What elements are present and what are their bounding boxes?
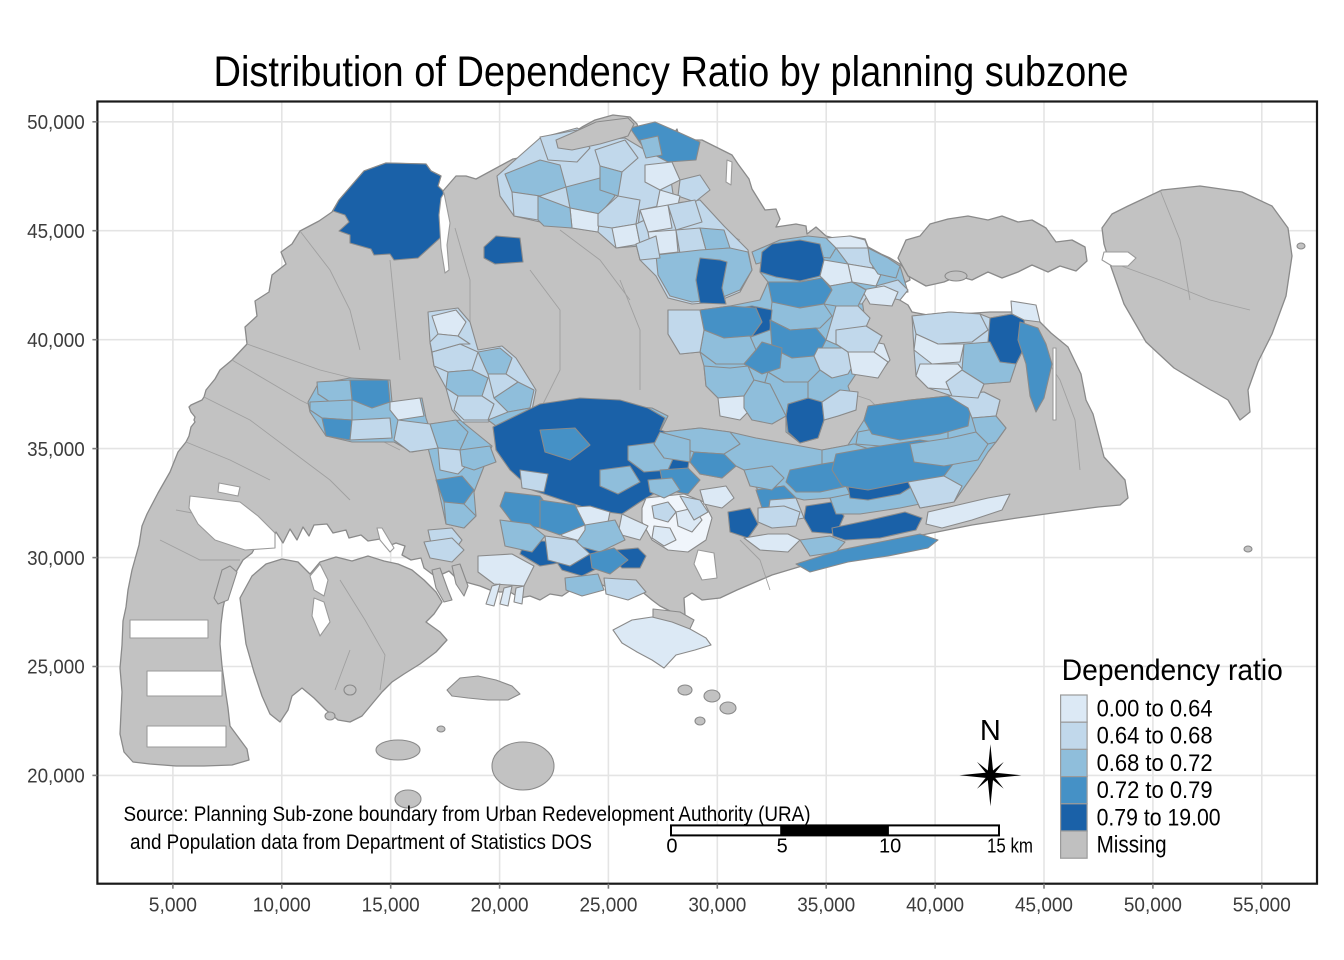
svg-text:and Population data from Depar: and Population data from Department of S… bbox=[130, 831, 592, 854]
svg-text:50,000: 50,000 bbox=[1124, 895, 1182, 917]
svg-text:35,000: 35,000 bbox=[797, 895, 855, 917]
svg-text:40,000: 40,000 bbox=[27, 330, 85, 352]
svg-text:35,000: 35,000 bbox=[27, 439, 85, 461]
svg-text:0.64 to 0.68: 0.64 to 0.68 bbox=[1097, 723, 1213, 750]
svg-text:15,000: 15,000 bbox=[362, 895, 420, 917]
svg-text:0.00 to 0.64: 0.00 to 0.64 bbox=[1097, 696, 1213, 723]
svg-text:Dependency ratio: Dependency ratio bbox=[1062, 654, 1283, 687]
svg-text:Source: Planning Sub-zone boun: Source: Planning Sub-zone boundary from … bbox=[124, 803, 811, 826]
svg-text:30,000: 30,000 bbox=[27, 548, 85, 570]
svg-text:30,000: 30,000 bbox=[688, 895, 746, 917]
svg-text:0.79 to 19.00: 0.79 to 19.00 bbox=[1097, 804, 1221, 831]
svg-text:5: 5 bbox=[777, 835, 788, 857]
svg-text:15 km: 15 km bbox=[987, 835, 1033, 857]
svg-text:N: N bbox=[980, 715, 1001, 747]
svg-text:0: 0 bbox=[666, 835, 677, 857]
svg-text:25,000: 25,000 bbox=[27, 657, 85, 679]
svg-text:5,000: 5,000 bbox=[149, 895, 197, 917]
svg-text:Missing: Missing bbox=[1097, 832, 1167, 859]
svg-text:40,000: 40,000 bbox=[906, 895, 964, 917]
svg-text:45,000: 45,000 bbox=[1015, 895, 1073, 917]
svg-text:0.68 to 0.72: 0.68 to 0.72 bbox=[1097, 750, 1213, 777]
svg-text:25,000: 25,000 bbox=[579, 895, 637, 917]
svg-text:45,000: 45,000 bbox=[27, 221, 85, 243]
svg-text:10,000: 10,000 bbox=[253, 895, 311, 917]
svg-text:20,000: 20,000 bbox=[27, 766, 85, 788]
svg-text:0.72 to 0.79: 0.72 to 0.79 bbox=[1097, 777, 1213, 804]
svg-text:Distribution of Dependency Rat: Distribution of Dependency Ratio by plan… bbox=[214, 48, 1129, 96]
svg-text:20,000: 20,000 bbox=[471, 895, 529, 917]
svg-text:10: 10 bbox=[879, 835, 901, 857]
svg-text:55,000: 55,000 bbox=[1233, 895, 1291, 917]
svg-text:50,000: 50,000 bbox=[27, 112, 85, 134]
